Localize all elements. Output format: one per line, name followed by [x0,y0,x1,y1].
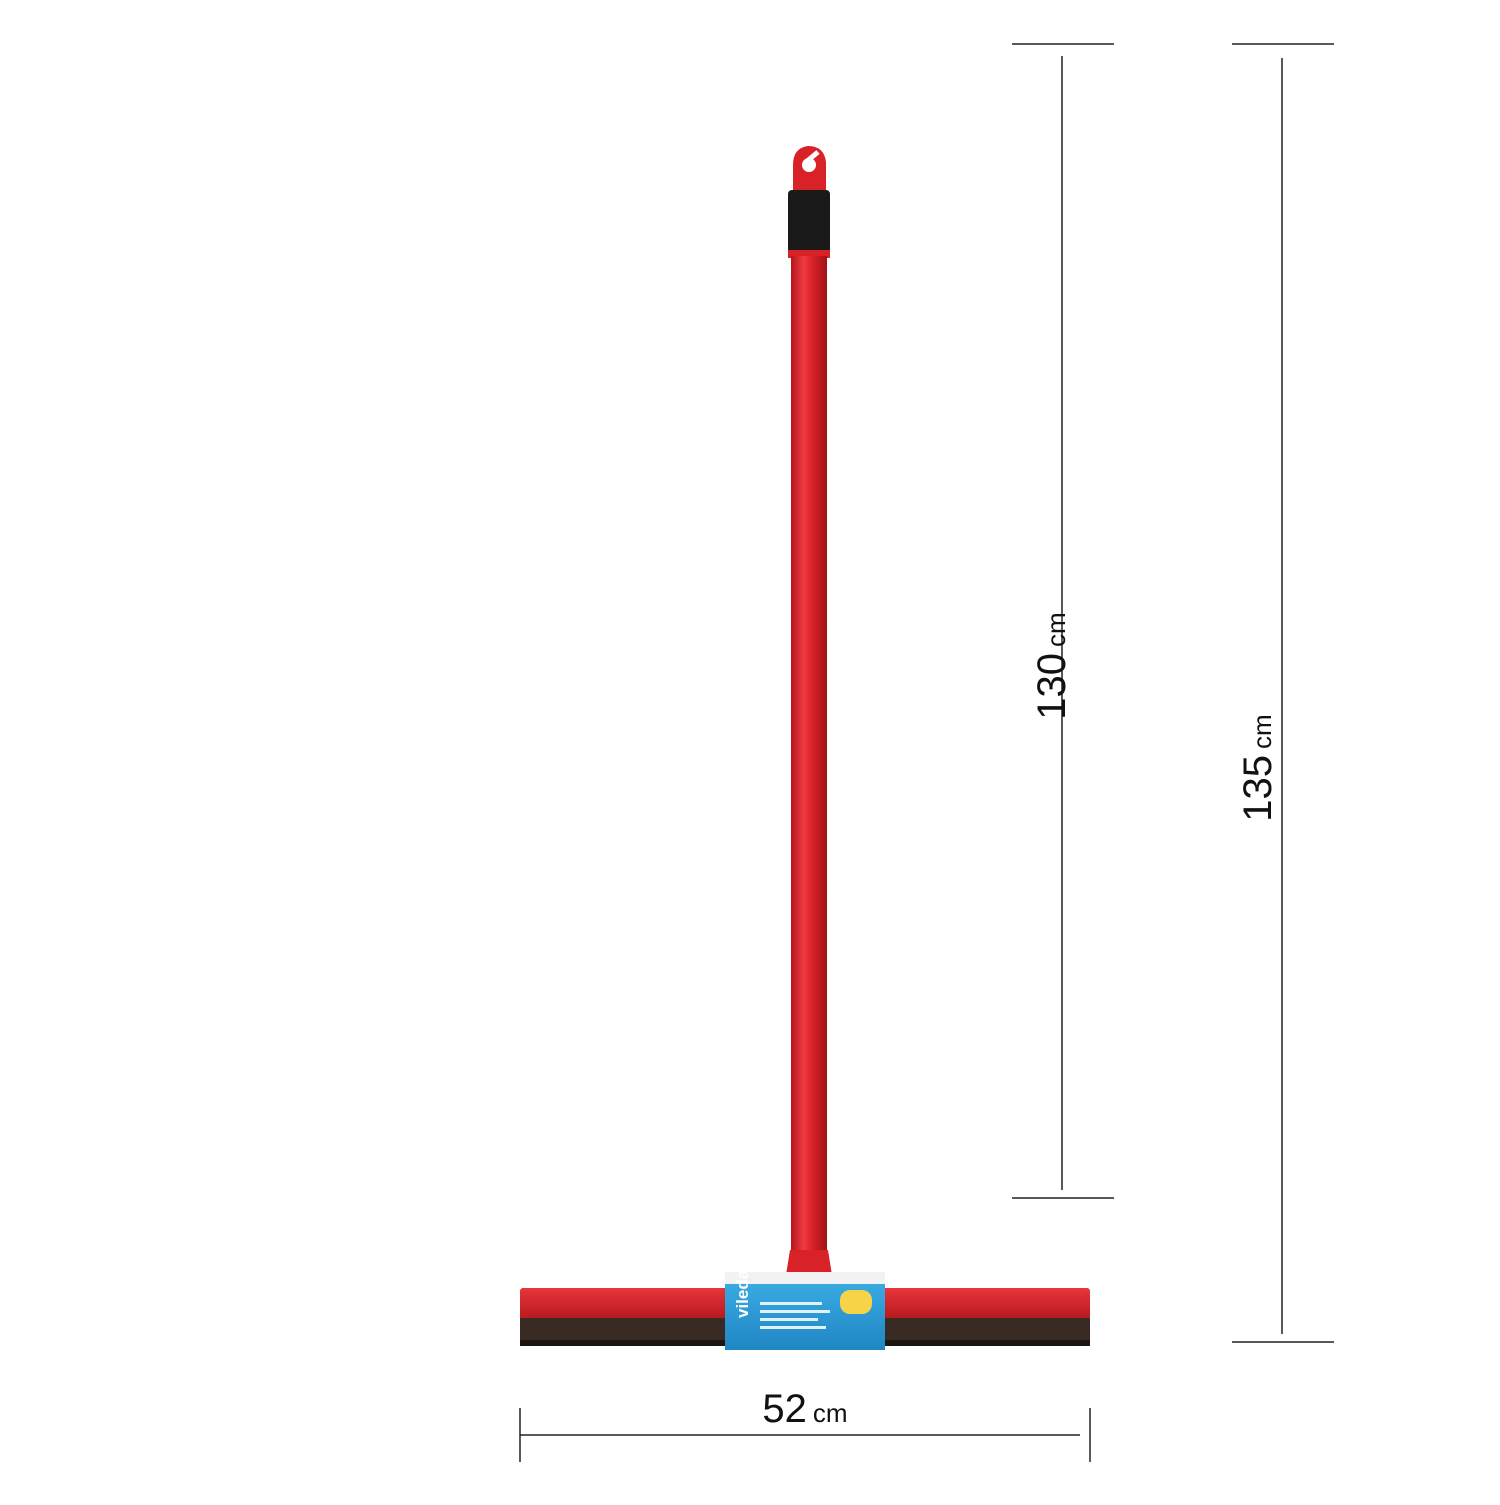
dimension-line-total-height [1232,43,1334,1343]
handle-pole [791,256,827,1256]
total-height-label: 135 cm [1235,693,1281,843]
width-value: 52 [762,1387,807,1431]
handle-height-value: 130 [1030,652,1074,720]
hanging-hook [793,146,826,190]
dimension-line-handle-height [1012,43,1114,1199]
handle-height-label: 130 cm [1029,591,1075,741]
total-height-unit: cm [1247,714,1277,749]
width-unit: cm [812,1398,848,1428]
handle-grip [788,190,830,256]
vileda-logo: vileda [733,1269,752,1318]
handle-height-unit: cm [1041,612,1071,647]
width-label: 52 cm [730,1386,880,1432]
dimension-line-width [519,1408,1091,1462]
total-height-value: 135 [1236,754,1280,822]
package-label [725,1272,885,1350]
svg-text:vileda: vileda [733,1269,752,1318]
